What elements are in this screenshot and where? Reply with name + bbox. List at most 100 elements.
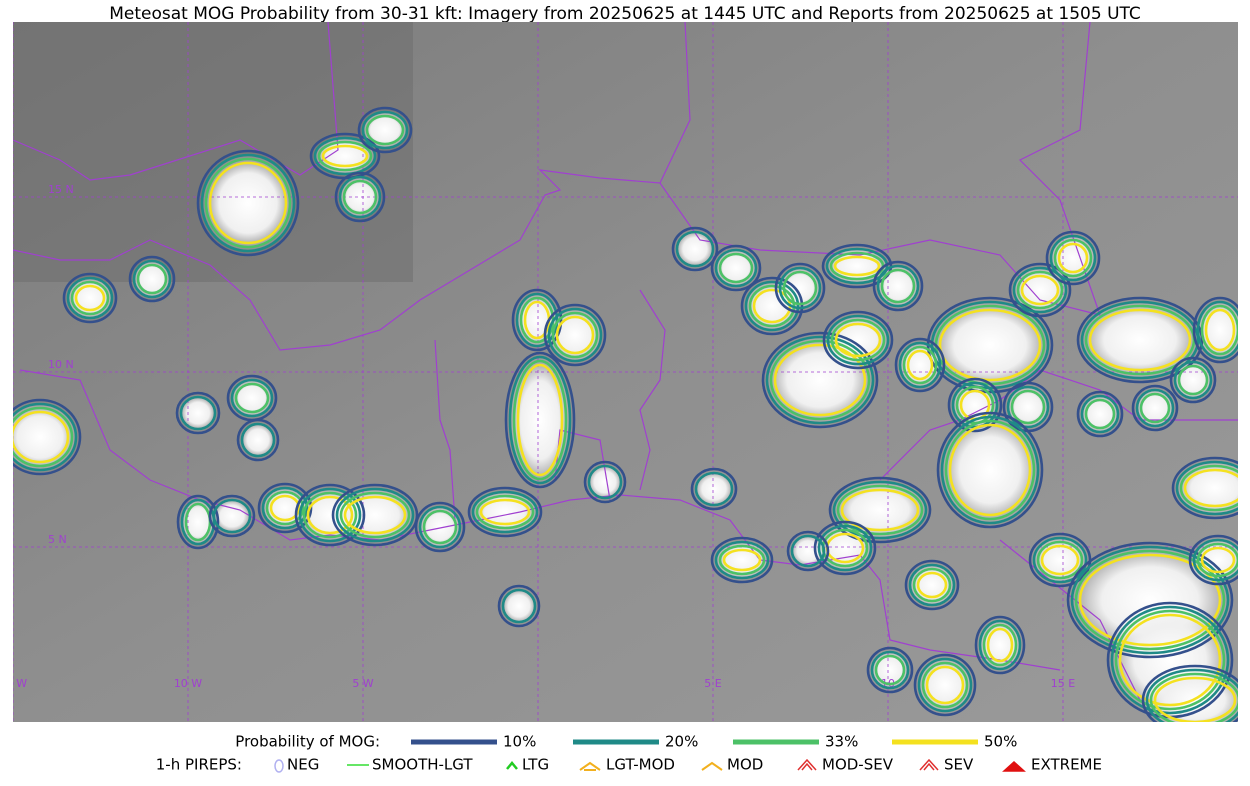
mog-contour [338,175,382,219]
mog-contour [479,498,531,526]
mog-contour [830,318,886,362]
lat-label: 15 N [48,183,74,196]
mog-contour [74,284,106,312]
mog-contour [913,653,977,717]
legend-label: 20% [665,733,698,751]
mog-contour [1088,308,1192,372]
extreme-symbol [1002,760,1026,772]
pirep-label: SMOOTH-LGT [372,756,473,774]
mog-contour [365,114,405,146]
mog-contour [298,487,362,543]
cloud [1012,266,1068,314]
mog-contour [694,471,734,507]
mog-contour [782,270,818,306]
border [13,22,691,351]
legend-title: 1-h PIREPS: [156,756,242,774]
mog-contour [13,398,82,476]
mog-contour [1204,308,1236,352]
mog-contour [1036,540,1084,580]
mog-contour [813,520,877,576]
mog-contour [515,292,559,348]
mog-contour [357,106,413,154]
mog-contour [512,359,568,481]
mog-contour [870,650,910,690]
legend-label: 33% [825,733,858,751]
mog-contour [302,491,358,539]
mog-contour [714,248,758,288]
mog-contour [1173,360,1213,400]
border [1018,22,1101,316]
mog-contour [475,494,535,530]
mog-contour [671,226,719,272]
mod-sev-symbol [797,758,817,771]
mog-contour [331,483,419,547]
mog-contour [13,410,70,464]
mog-contour [908,563,956,607]
mog-contour [940,415,1040,525]
mog-contour [1118,613,1222,707]
mog-contour [583,460,627,504]
pirep-label: SEV [944,756,974,774]
mog-contour [261,486,309,530]
mog-contour [1196,300,1238,360]
mog-contour [176,494,220,550]
mog-contour [986,627,1014,663]
mog-contour [66,276,114,320]
mog-contour [208,494,256,538]
mog-contour [1145,668,1238,722]
mog-contour [1070,545,1230,655]
mog-contour [1171,456,1238,520]
pirep-label: LGT-MOD [606,756,675,774]
mog-contour [361,110,409,150]
mog-contour [1192,538,1238,582]
mog-contour [343,495,407,535]
mog-contour [1006,385,1050,429]
cloud [200,153,296,253]
cloud [179,395,217,431]
mog-contour [62,272,118,324]
cloud [930,300,1050,390]
mog-contour [876,264,920,308]
mog-contour [740,276,804,336]
mog-contour [418,505,462,549]
mog-contour [765,335,875,425]
mog-contour [898,341,942,389]
mog-contour [1183,468,1238,508]
mog-contour [902,345,938,385]
mog-contour [1080,394,1120,434]
mog-contour [880,268,916,304]
mog-contour [212,498,252,534]
mog-contour [1057,242,1089,274]
mog-contour [1179,464,1238,512]
cloud [471,490,539,534]
mod-symbol [701,761,723,771]
mog-contour [778,266,822,310]
pirep-label: NEG [287,756,319,774]
lat-label: 10 N [48,358,74,371]
cloud [826,314,890,366]
mog-contour [872,260,924,312]
legend-title: Probability of MOG: [235,733,380,751]
mog-contour [504,351,576,489]
mog-contour [414,501,466,553]
mog-contours [13,106,1238,722]
mog-contour [936,411,1044,529]
mog-contour [675,230,715,268]
mog-contour [497,584,541,628]
lon-label: 5 W [352,677,373,690]
mog-contour [1078,553,1222,647]
mog-contour [175,391,221,435]
mog-contour [904,559,960,611]
mog-contour [1192,296,1238,364]
mog-contour [714,540,770,580]
mog-contour [543,303,607,367]
mog-contour [321,144,369,168]
pirep-label: LTG [522,756,549,774]
mog-contour [718,252,754,284]
mog-contour [551,311,599,359]
mog-contour [1076,296,1204,384]
lgt-mod-symbol [579,761,601,771]
mog-contour [786,530,830,572]
mog-contour [769,339,871,421]
